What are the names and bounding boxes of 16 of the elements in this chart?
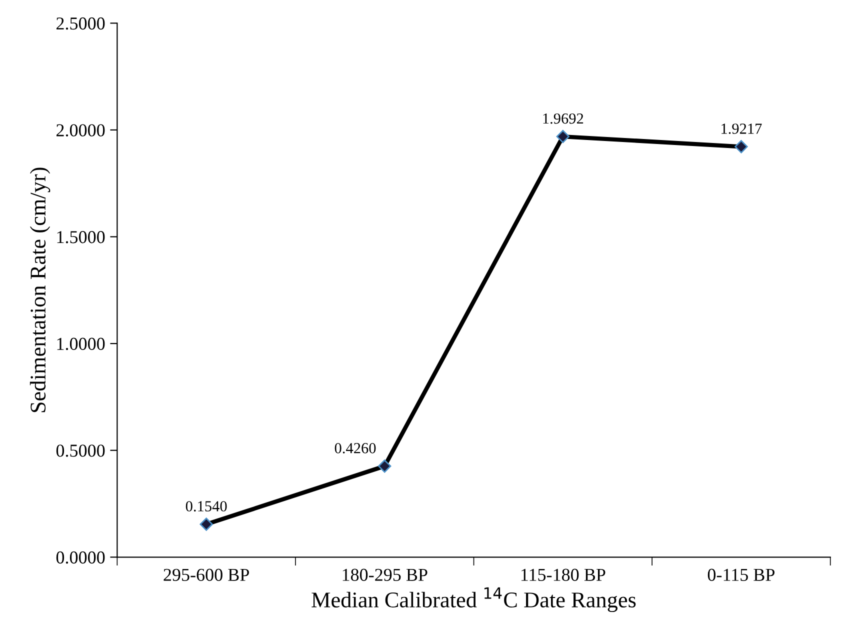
data-label: 0.1540 bbox=[186, 501, 227, 512]
y-tick-label: 2.5000 bbox=[56, 17, 105, 30]
x-tick-label: 115-180 BP bbox=[521, 568, 606, 581]
x-tick-label: 180-295 BP bbox=[342, 568, 428, 581]
y-tick-label: 0.5000 bbox=[56, 444, 105, 457]
data-label: 1.9692 bbox=[543, 113, 584, 124]
y-tick-label: 1.5000 bbox=[57, 231, 105, 244]
y-axis-title: Sedimentation Rate (cm/yr) bbox=[30, 168, 50, 412]
y-tick-label: 0.0000 bbox=[56, 551, 105, 564]
x-tick-label: 295-600 BP bbox=[164, 568, 249, 581]
data-label: 1.9217 bbox=[722, 124, 762, 134]
y-tick-label: 1.0000 bbox=[57, 338, 105, 350]
data-label: 0.4260 bbox=[334, 443, 376, 454]
y-tick-label: 2.0000 bbox=[56, 124, 105, 136]
x-tick-label: 0-115 BP bbox=[708, 568, 775, 581]
x-axis-title: Median Calibrated $^{14}$C Date Ranges bbox=[312, 587, 636, 612]
